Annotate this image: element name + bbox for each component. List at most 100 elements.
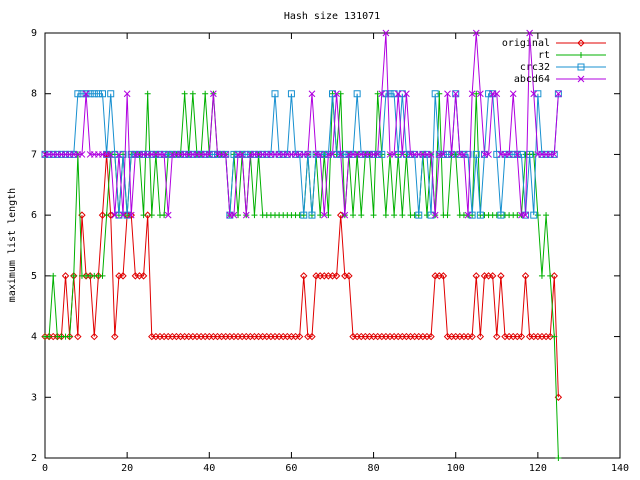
point-marker [74,332,82,341]
point-marker [505,151,513,158]
x-tick-label: 60 [285,463,297,474]
point-marker [329,90,336,98]
point-marker [444,212,451,219]
point-marker [546,332,554,341]
point-marker [550,272,558,280]
point-marker [107,211,115,219]
point-marker [382,212,389,219]
point-marker [103,212,110,219]
y-axis-label: maximum list length [7,188,18,302]
point-marker [448,150,456,158]
point-marker [477,90,484,98]
point-marker [436,90,443,97]
point-marker [399,212,406,219]
point-marker [61,272,70,280]
point-marker [468,332,476,341]
point-marker [123,90,131,98]
point-marker [205,151,213,158]
point-marker [497,272,505,280]
point-marker [452,151,459,158]
point-marker [473,90,480,97]
legend-label: abcd64 [514,74,550,85]
point-marker [181,90,188,97]
x-tick-label: 120 [529,463,547,474]
point-marker [526,29,533,37]
point-marker [358,212,365,219]
point-marker [304,151,312,158]
point-marker [517,332,526,341]
legend-marker [577,39,585,47]
point-marker [350,212,357,219]
point-marker [448,151,455,158]
point-marker [427,151,435,158]
point-marker [230,211,238,219]
y-tick-label: 2 [31,453,37,464]
point-marker [431,90,439,98]
point-marker [555,455,562,461]
point-marker [70,272,77,279]
point-marker [480,150,488,158]
y-tick-label: 4 [31,332,37,343]
y-tick-label: 9 [31,28,37,39]
point-marker [444,90,451,98]
point-marker [513,151,521,158]
point-marker [497,211,505,219]
plot-frame [44,32,621,459]
point-marker [107,90,115,98]
x-tick-label: 140 [611,463,629,474]
point-marker [115,151,123,158]
point-marker [485,151,492,158]
y-tick-label: 6 [31,210,37,221]
point-marker [271,90,279,98]
point-marker [308,90,316,98]
legend-marker [578,52,584,58]
point-marker [50,272,57,279]
point-marker [415,211,423,219]
point-marker [440,151,447,158]
point-marker [337,211,345,219]
point-marker [431,211,439,219]
point-marker [164,211,172,219]
point-marker [78,151,86,158]
point-marker [295,332,304,341]
series-line [45,32,559,216]
x-tick-label: 0 [42,463,48,474]
point-marker [111,332,119,341]
x-tick-label: 40 [203,463,215,474]
series-line [45,93,559,216]
point-marker [341,211,349,219]
point-marker [139,272,148,280]
point-marker [390,90,398,98]
point-marker [210,90,217,98]
chart-title: Hash size 131071 [284,11,380,22]
point-marker [127,211,135,219]
point-marker [140,212,147,219]
point-marker [238,151,246,158]
point-marker [329,151,336,158]
point-marker [235,212,242,219]
point-marker [374,90,381,97]
point-marker [554,90,562,98]
point-marker [160,151,168,158]
point-marker [398,151,406,158]
point-marker [374,151,382,158]
legend-label: original [502,38,550,49]
point-marker [530,211,538,219]
legend-marker [577,63,585,71]
point-marker [333,90,340,98]
point-marker [90,332,98,341]
point-marker [111,211,119,219]
point-marker [325,212,332,219]
point-marker [555,90,562,98]
point-marker [119,211,127,219]
point-marker [391,212,398,219]
point-marker [316,151,324,158]
point-marker [119,272,127,280]
point-marker [143,211,152,219]
point-marker [394,90,402,98]
y-tick-label: 3 [31,392,37,403]
point-marker [509,90,517,98]
point-marker [551,333,558,340]
point-marker [337,90,344,97]
